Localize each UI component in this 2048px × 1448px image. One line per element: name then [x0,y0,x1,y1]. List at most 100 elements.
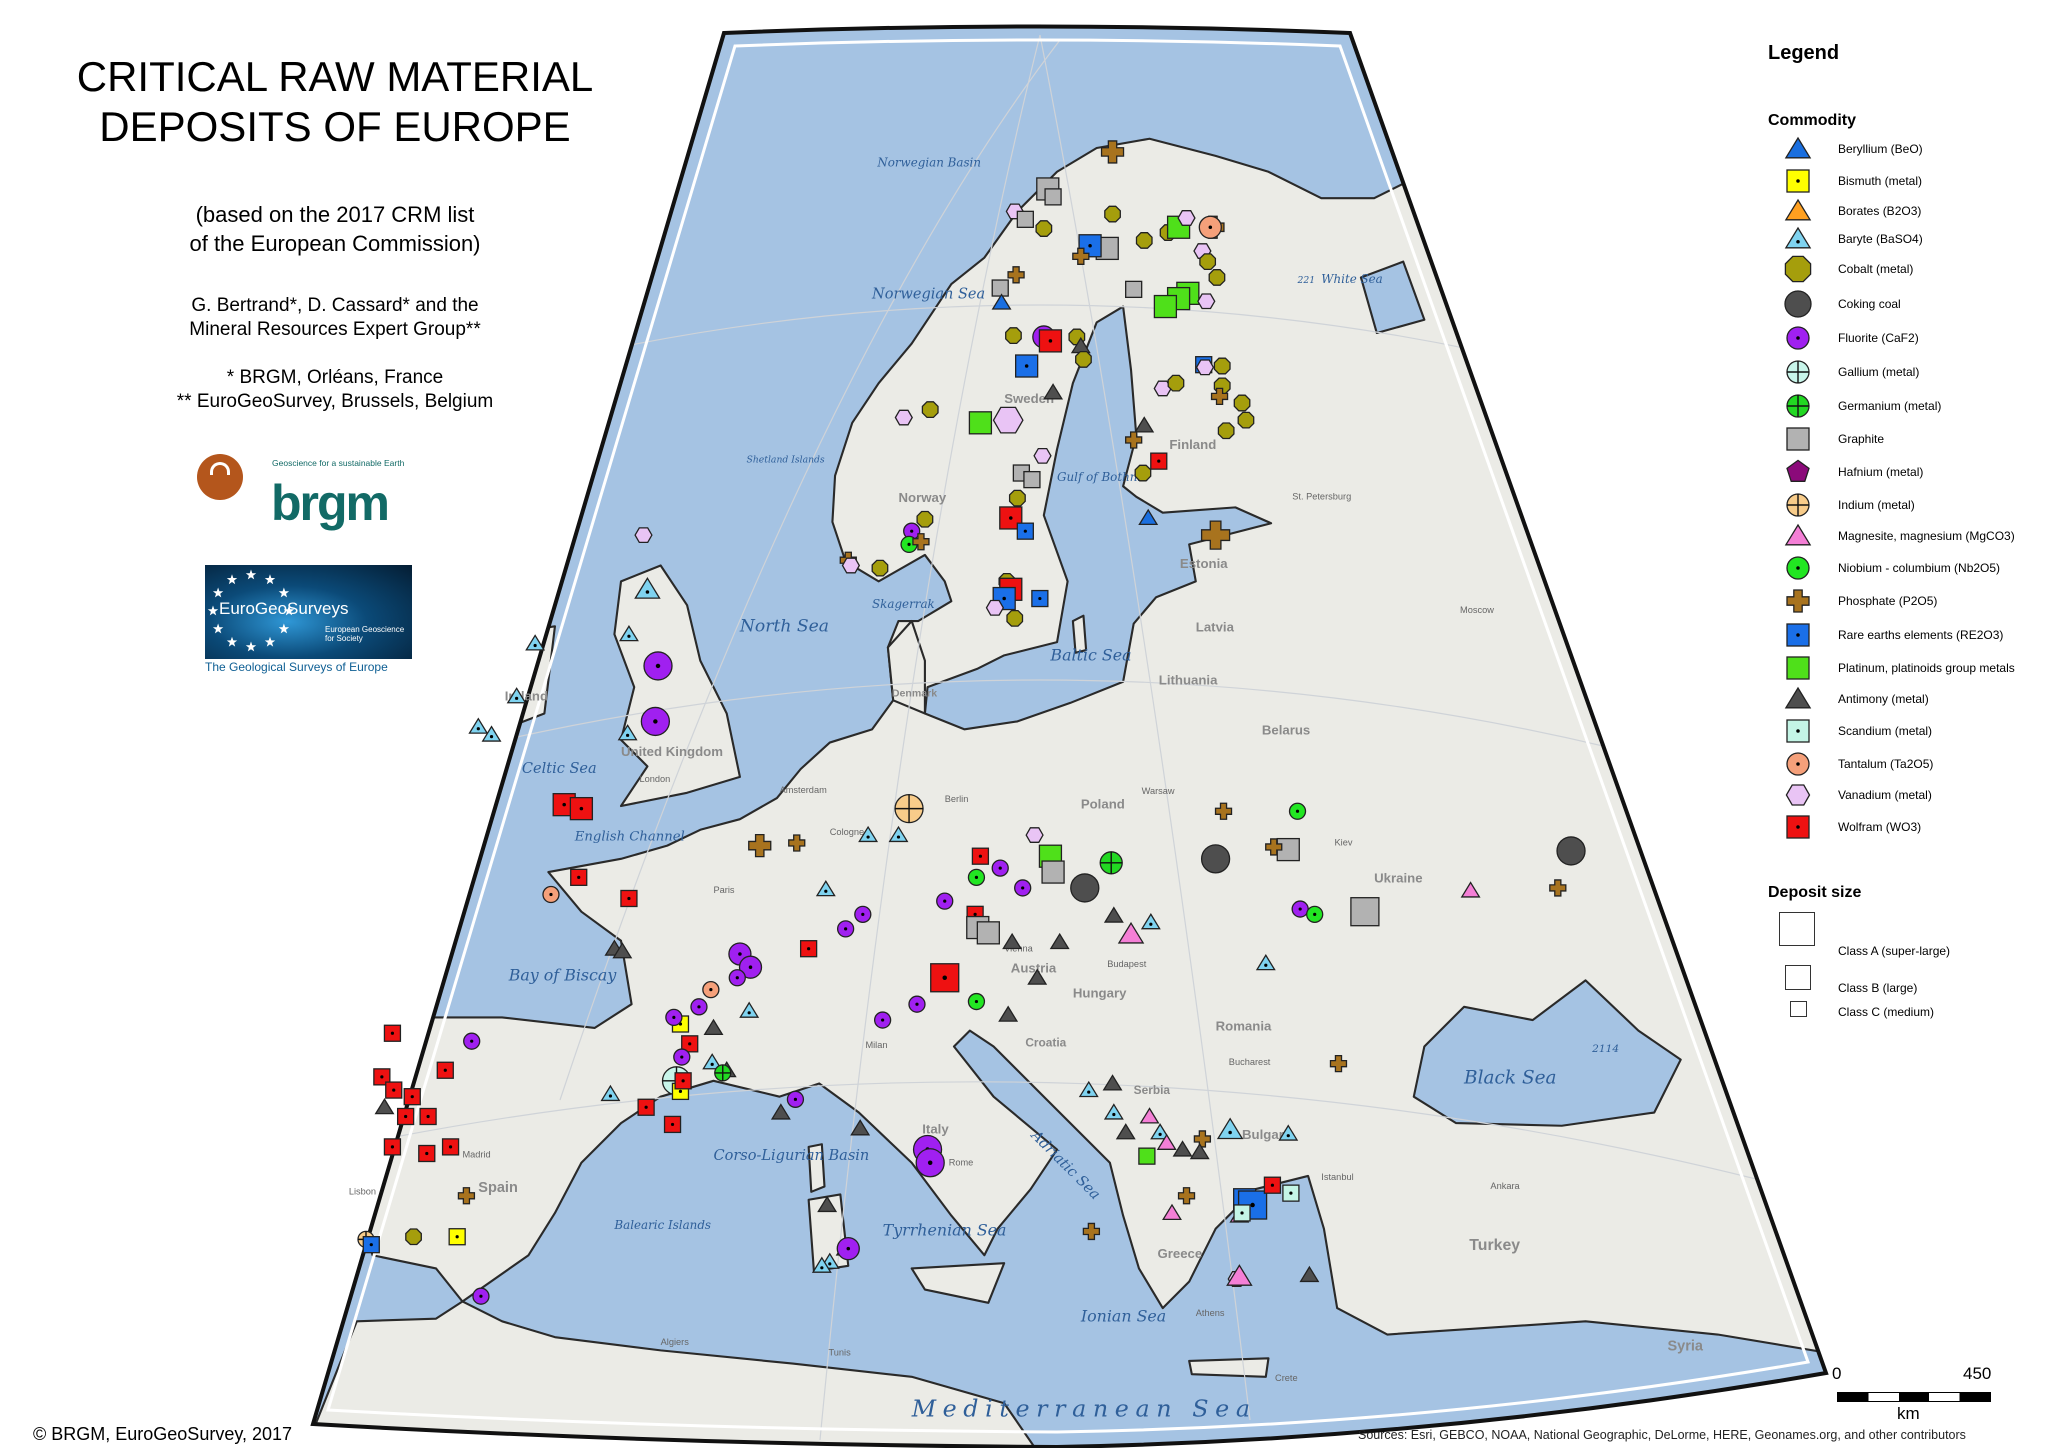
deposit-co-C [405,1228,422,1246]
deposit-w-C [674,1072,692,1090]
deposit-ba-C [815,879,836,897]
label-finland: Finland [1169,437,1216,452]
deposit-sb-C [770,1103,791,1120]
deposit-sc-C [1233,1204,1251,1222]
label-berlin: Berlin [945,794,969,804]
deposit-cc-A [1556,836,1586,866]
deposit-sb-C [1134,416,1155,433]
deposit-co-C [1075,350,1092,368]
label-ionian-sea: Ionian Sea [1080,1306,1166,1325]
deposit-va-C [985,599,1005,616]
label-corso-ligurian-basin: Corso-Ligurian Basin [714,1148,870,1164]
label-norwegian-sea: Norwegian Sea [871,287,985,303]
deposit-fl-C [873,1011,892,1029]
legend-symbol-cc [1784,290,1812,318]
deposit-sb-C [998,1005,1019,1022]
deposit-w-C [385,1081,403,1099]
label-romania: Romania [1216,1019,1272,1034]
label-mediterranean-sea: Mediterranean Sea [911,1394,1257,1422]
deposit-ph-C [457,1187,476,1205]
label-italy: Italy [922,1122,949,1137]
page-title: CRITICAL RAW MATERIAL DEPOSITS OF EUROPE [20,52,650,152]
gotland-land [1071,614,1088,654]
copyright: © BRGM, EuroGeoSurvey, 2017 [33,1424,293,1444]
label-serbia: Serbia [1134,1083,1171,1097]
legend-symbol-sb [1784,686,1812,709]
deposit-in-A [894,793,924,824]
deposit-fl-C [908,995,926,1013]
deposit-sb-C [1103,906,1124,923]
deposit-ph-C [1193,1130,1212,1148]
eu-star-icon [245,641,257,652]
legend-title: Legend [1768,42,1840,64]
legend-symbol-bo [1784,198,1812,221]
deposit-ree-C [362,1236,380,1254]
deposit-sc-C [1282,1184,1300,1202]
deposit-va-A [992,406,1024,434]
brgm-logo-circle [197,454,243,500]
legend-symbol-pt [1786,656,1810,680]
label-tyrrhenian-sea: Tyrrhenian Sea [883,1220,1007,1239]
eu-star-icon [212,623,224,634]
label-english-channel: English Channel [574,829,685,844]
legend-symbol-hf [1786,459,1810,482]
deposit-sb-C [1189,1142,1210,1160]
eu-star-icon [212,587,224,598]
deposit-ph-C [1177,1187,1196,1205]
eurogeosurveys-logo: EuroGeoSurveys European Geoscience for S… [205,565,412,659]
deposit-w-C [418,1144,436,1163]
deposit-w-C [799,940,818,958]
deposit-va-C [894,409,913,426]
deposit-ba-B [634,577,661,599]
deposit-ph-C [1214,802,1233,820]
deposit-ba-C [858,825,879,843]
eu-star-icon [264,636,276,647]
deposit-sb-C [1049,932,1070,950]
deposit-ba-C [888,825,909,843]
deposit-ph-C [1265,838,1283,856]
legend-symbol-bi [1786,169,1810,193]
deposit-w-C [436,1061,454,1079]
label-lithuania: Lithuania [1159,672,1218,687]
deposit-ba-C [468,717,489,734]
legend-symbol-in [1786,493,1810,517]
legend-item-ba: Baryte (BaSO4) [1838,232,1923,246]
deposit-ta-B [1198,215,1222,239]
deposit-w-B [569,796,594,821]
deposit-gr-C [1044,188,1062,206]
label-turkey: Turkey [1469,1237,1520,1254]
map-frame-inner [326,38,1811,1434]
deposit-ph-C [1082,1222,1101,1241]
deposit-sb-C [374,1098,395,1115]
deposit-gr-C [1023,470,1041,489]
deposit-ta-C [702,981,720,999]
deposit-co-C [921,401,939,419]
legend-item-co: Cobalt (metal) [1838,262,1914,276]
label-london: London [640,774,671,784]
authors-line-2: Mineral Resources Expert Group** [189,319,481,340]
deposit-co-C [1134,464,1152,482]
deposit-fl-B [836,1236,860,1261]
deposit-fl-C [936,892,954,910]
legend-symbol-ta [1786,752,1810,776]
deposit-co-C [1008,489,1026,507]
legend-symbols [1784,136,1812,839]
deposit-sb-C [850,1119,871,1136]
deposit-fl-C [836,920,855,938]
deposit-ree-C [1031,589,1049,608]
deposit-gr-B [976,921,1000,945]
legend-symbol-gr [1786,427,1810,451]
label-united-kingdom: United Kingdom [621,744,723,759]
deposit-be-C [1138,508,1159,525]
label-norwegian-basin: Norwegian Basin [876,155,981,169]
deposit-ph-C [1125,431,1143,449]
deposit-ba-C [600,1084,621,1102]
label-baltic-sea: Baltic Sea [1049,646,1131,665]
eu-star-icon [264,574,276,585]
deposit-cc-A [1070,873,1100,903]
label-athens: Athens [1196,1308,1225,1318]
deposit-sb-C [612,942,633,959]
label-milan: Milan [865,1040,887,1050]
great-britain-land [613,564,741,808]
